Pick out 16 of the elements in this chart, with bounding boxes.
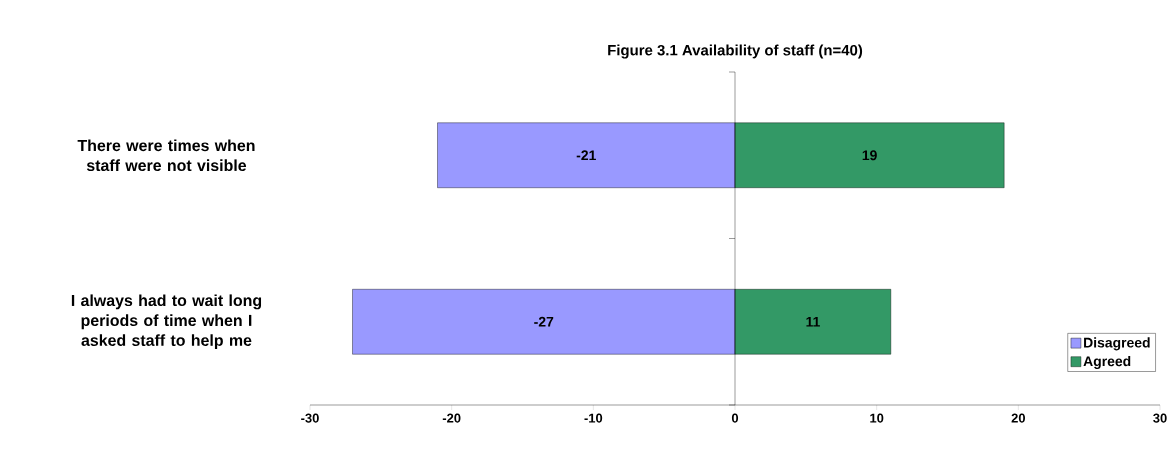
- legend-label: Agreed: [1083, 355, 1131, 369]
- data-label: -21: [576, 150, 596, 161]
- y-tick-label: There were times when staff were not visible: [77, 139, 255, 172]
- x-tick-label: -30: [301, 413, 319, 423]
- y-tick-label: I always had to wait long periods of time when I asked staff to help me: [71, 294, 262, 350]
- chart-title: Figure 3.1 Availability of staff (n=40): [608, 44, 863, 59]
- x-tick-label: 30: [1153, 413, 1167, 423]
- x-tick-label: -20: [442, 413, 461, 423]
- data-label: 11: [806, 316, 820, 327]
- legend-label: Disagreed: [1084, 337, 1150, 351]
- data-label: -27: [534, 316, 554, 327]
- data-label: 19: [862, 150, 877, 161]
- x-tick-label: 10: [870, 413, 884, 423]
- x-tick-label: 20: [1011, 413, 1026, 423]
- x-tick-label: 0: [731, 413, 739, 423]
- x-tick-label: -10: [584, 413, 603, 423]
